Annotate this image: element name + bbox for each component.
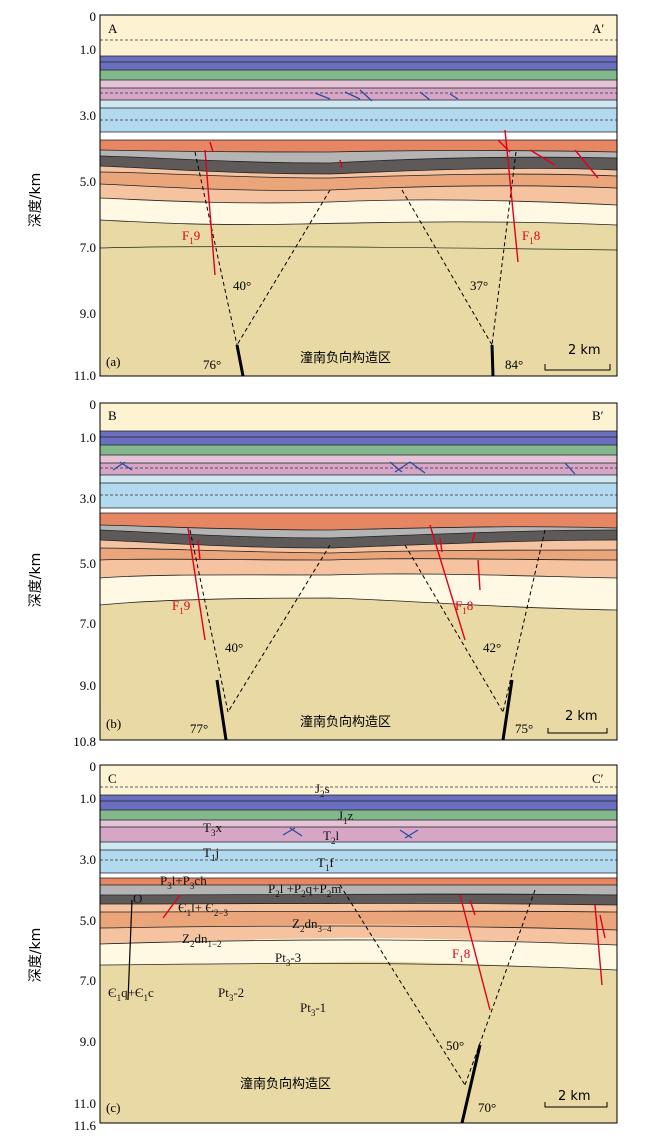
panel-b: B B′ (b) 潼南负向构造区 40° 42° 77° 75° 2 km F1… bbox=[28, 397, 618, 749]
panel-c-ticks: 0 1.0 3.0 5.0 7.0 9.0 11.0 11.6 bbox=[74, 759, 97, 1133]
panel-b-panel-label: (b) bbox=[106, 716, 121, 731]
panel-a-scale-bar bbox=[544, 364, 611, 371]
svg-text:0: 0 bbox=[90, 759, 97, 774]
panel-a-strata bbox=[100, 15, 617, 376]
panel-a-contacts bbox=[100, 55, 617, 251]
svg-text:0: 0 bbox=[90, 397, 97, 412]
svg-text:1.0: 1.0 bbox=[80, 430, 96, 445]
panel-c-right-label: C′ bbox=[592, 771, 604, 786]
label-p3: P3l+P3ch bbox=[160, 873, 207, 891]
panel-a-right-label: A′ bbox=[592, 21, 604, 36]
svg-text:7.0: 7.0 bbox=[80, 616, 96, 631]
panel-c: C C′ (c) 潼南负向构造区 50° 70° 2 km F18 J2s J1… bbox=[28, 759, 618, 1133]
panel-b-strata bbox=[100, 403, 617, 740]
svg-text:10.8: 10.8 bbox=[73, 734, 96, 749]
panel-a-panel-label: (a) bbox=[106, 354, 120, 369]
panel-b-scale-label: 2 km bbox=[565, 709, 598, 724]
fault-label-f1-9-b: F19 bbox=[172, 598, 190, 616]
label-z2dn12: Z2dn1−2 bbox=[182, 931, 222, 949]
panel-b-labels: B B′ (b) 潼南负向构造区 40° 42° 77° 75° 2 km bbox=[106, 408, 604, 736]
svg-text:7.0: 7.0 bbox=[80, 240, 96, 255]
panel-c-scale-label: 2 km bbox=[558, 1089, 591, 1104]
panel-a-cones bbox=[194, 151, 517, 346]
svg-text:3.0: 3.0 bbox=[80, 108, 96, 123]
panel-a-frame bbox=[99, 14, 618, 377]
panel-a-ticks: 0 1.0 3.0 5.0 7.0 9.0 11.0 bbox=[74, 9, 96, 383]
label-pt3-2: Pt3-2 bbox=[218, 985, 244, 1003]
panel-a: A A′ (a) 潼南负向构造区 40° 37° 76° 84° 2 km F1… bbox=[28, 9, 618, 383]
svg-text:9.0: 9.0 bbox=[80, 1034, 96, 1049]
panel-a-thrusts bbox=[314, 89, 459, 102]
panel-a-right-cone-angle: 37° bbox=[470, 278, 488, 293]
panel-a-left-dip: 76° bbox=[203, 357, 221, 372]
panel-c-strata bbox=[100, 765, 617, 1123]
panel-c-panel-label: (c) bbox=[106, 1100, 120, 1115]
panel-b-scale-bar bbox=[547, 728, 608, 734]
fault-label-f1-8-b: F18 bbox=[455, 598, 473, 616]
label-t1j: T1j bbox=[203, 845, 219, 863]
fault-label-f1-9: F19 bbox=[182, 228, 200, 246]
label-z2dn34: Z2dn3−4 bbox=[292, 916, 332, 934]
label-o: O bbox=[133, 891, 142, 906]
panel-c-fault-labels: F18 bbox=[452, 946, 470, 964]
label-t2l: T2l bbox=[323, 828, 339, 846]
svg-text:0: 0 bbox=[90, 9, 97, 24]
panel-a-cone-roots bbox=[235, 344, 495, 376]
panel-b-left-dip: 77° bbox=[190, 721, 208, 736]
panel-c-scale-bar bbox=[544, 1102, 608, 1108]
panel-b-right-cone-angle: 42° bbox=[483, 640, 501, 655]
panel-a-scale-label: 2 km bbox=[568, 343, 601, 358]
svg-text:5.0: 5.0 bbox=[80, 913, 96, 928]
svg-text:7.0: 7.0 bbox=[80, 973, 96, 988]
label-c1: Є1l+ Є2−3 bbox=[178, 900, 228, 918]
svg-text:5.0: 5.0 bbox=[80, 174, 96, 189]
label-t1f: T1f bbox=[317, 855, 334, 873]
panel-b-left-cone-angle: 40° bbox=[225, 640, 243, 655]
panel-b-region-label: 潼南负向构造区 bbox=[300, 714, 391, 730]
svg-text:1.0: 1.0 bbox=[80, 42, 96, 57]
fault-label-f1-8-c: F18 bbox=[452, 946, 470, 964]
svg-text:5.0: 5.0 bbox=[80, 556, 96, 571]
panel-b-right-label: B′ bbox=[592, 408, 604, 423]
panel-c-strata-labels: J2s J1z T3x T2l T1j T1f P3l+P3ch P2l +P2… bbox=[108, 781, 354, 1018]
label-j2s: J2s bbox=[315, 781, 330, 799]
panel-c-y-axis-label: 深度/km bbox=[28, 928, 44, 982]
fault-label-f1-8: F18 bbox=[522, 228, 540, 246]
label-j1z: J1z bbox=[338, 808, 354, 826]
panel-a-fault-labels: F19 F18 bbox=[182, 228, 540, 246]
svg-text:11.6: 11.6 bbox=[74, 1118, 97, 1133]
panel-a-faults bbox=[204, 129, 599, 276]
label-pt3-1: Pt3-1 bbox=[300, 1000, 326, 1018]
label-t3x: T3x bbox=[203, 820, 222, 838]
panel-b-y-axis-label: 深度/km bbox=[28, 553, 44, 607]
panel-a-labels: A A′ (a) 潼南负向构造区 40° 37° 76° 84° 2 km bbox=[106, 21, 604, 372]
panel-c-region-label: 潼南负向构造区 bbox=[240, 1076, 331, 1092]
panel-a-y-axis-label: 深度/km bbox=[28, 173, 44, 227]
label-cq: Є1q+Є1c bbox=[108, 985, 154, 1003]
panel-b-fault-labels: F19 F18 bbox=[172, 598, 473, 616]
panel-a-right-dip: 84° bbox=[505, 357, 523, 372]
svg-text:9.0: 9.0 bbox=[80, 678, 96, 693]
stratum-j2s bbox=[100, 15, 617, 56]
panel-c-cone-angle: 50° bbox=[446, 1038, 464, 1053]
svg-text:9.0: 9.0 bbox=[80, 306, 96, 321]
panel-b-left-label: B bbox=[108, 408, 117, 423]
svg-text:11.0: 11.0 bbox=[74, 368, 96, 383]
label-pt3-3: Pt3-3 bbox=[275, 950, 301, 968]
panel-c-left-label: C bbox=[108, 771, 117, 786]
svg-text:3.0: 3.0 bbox=[80, 491, 96, 506]
panel-c-dip: 70° bbox=[478, 1100, 496, 1115]
svg-text:3.0: 3.0 bbox=[80, 852, 96, 867]
panel-b-ticks: 0 1.0 3.0 5.0 7.0 9.0 10.8 bbox=[73, 397, 96, 749]
panel-a-left-label: A bbox=[108, 21, 118, 36]
panel-c-labels: C C′ (c) 潼南负向构造区 50° 70° 2 km bbox=[106, 771, 604, 1115]
panel-a-region-label: 潼南负向构造区 bbox=[300, 350, 391, 366]
panel-a-left-cone-angle: 40° bbox=[233, 278, 251, 293]
svg-text:1.0: 1.0 bbox=[80, 791, 96, 806]
label-p2: P2l +P2q+P2m bbox=[268, 881, 341, 899]
panel-a-dashed-contacts bbox=[100, 39, 617, 121]
svg-text:11.0: 11.0 bbox=[74, 1096, 96, 1111]
panel-b-right-dip: 75° bbox=[515, 721, 533, 736]
